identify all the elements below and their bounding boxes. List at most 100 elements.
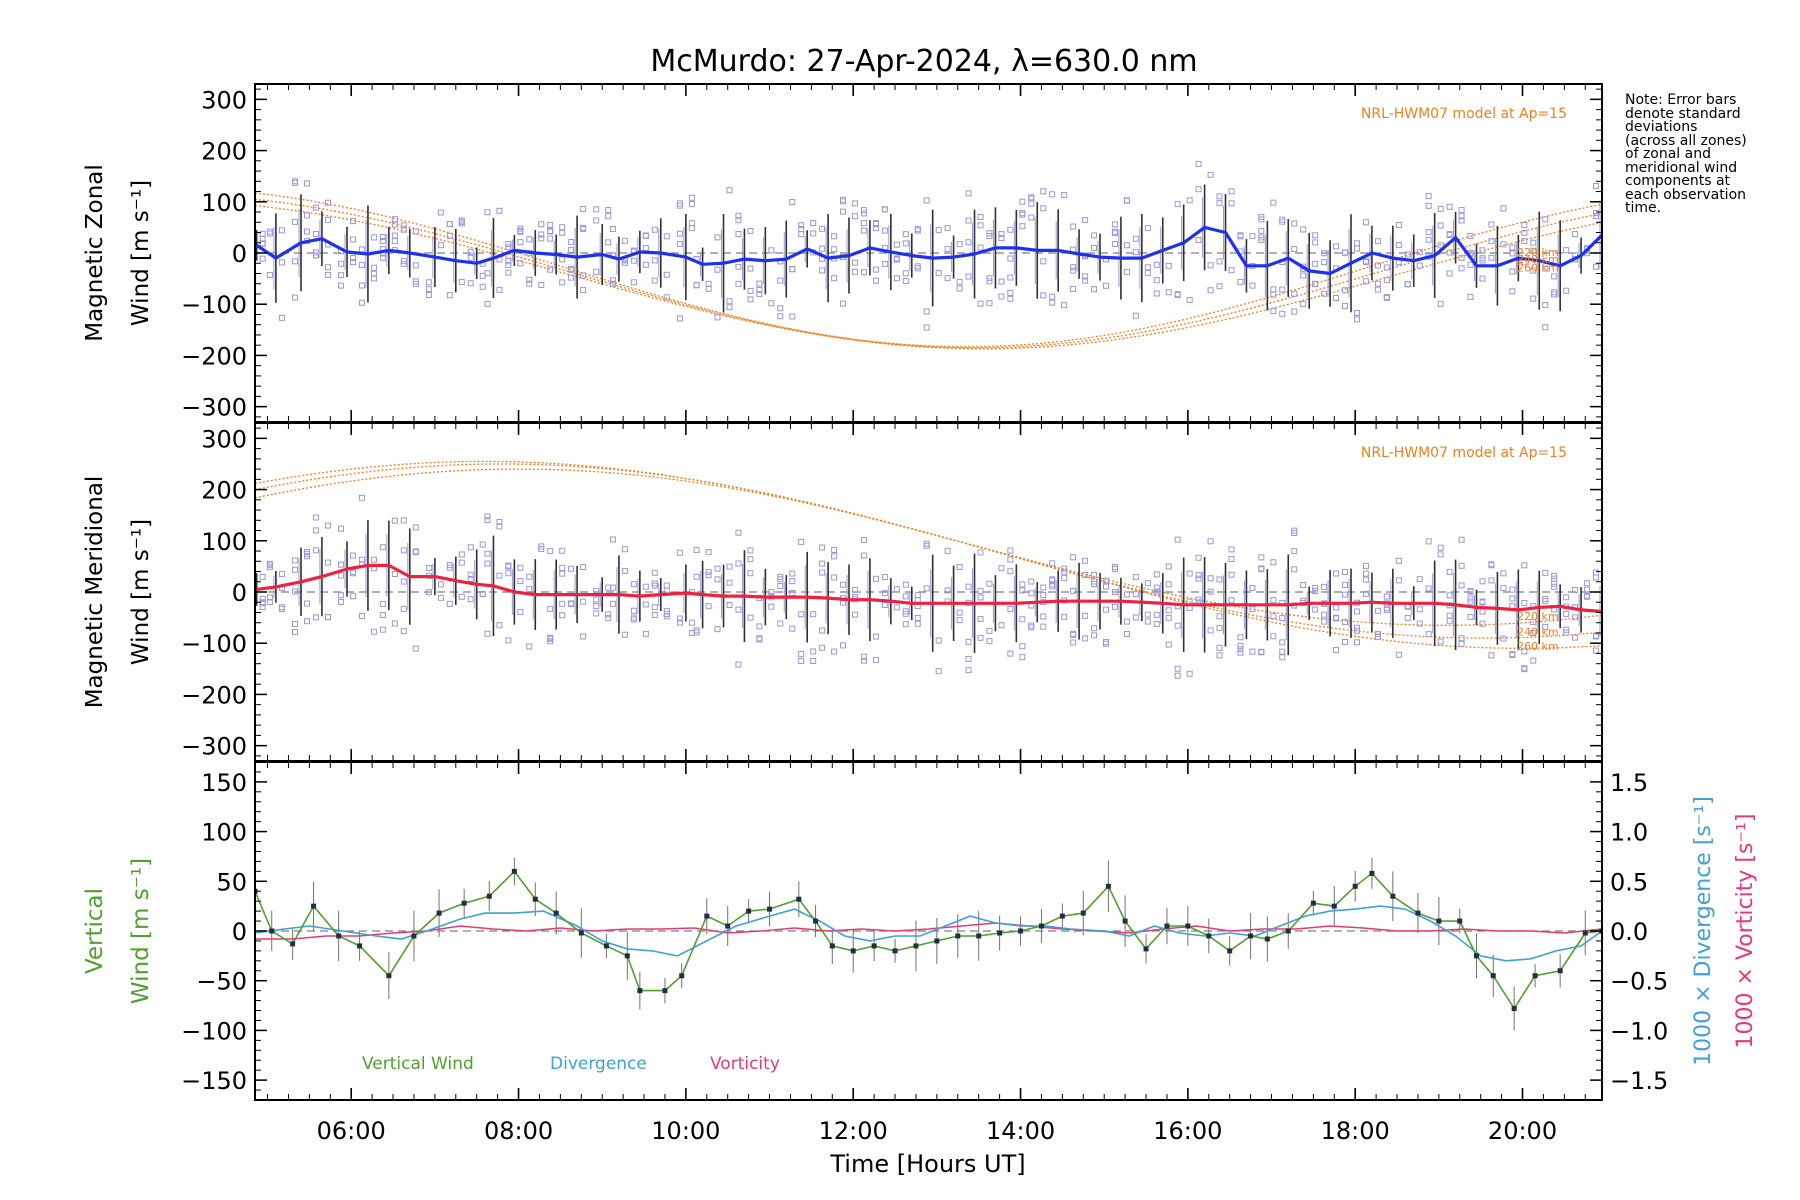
zone-point (458, 551, 465, 558)
zone-point (1165, 563, 1172, 570)
zone-point (278, 259, 285, 266)
zone-point (467, 544, 474, 551)
zone-point (312, 527, 319, 534)
zone-point (852, 586, 859, 593)
zone-point (726, 579, 733, 586)
zone-point (798, 611, 805, 618)
zone-point (1395, 651, 1402, 658)
y-tick-label: −100 (181, 630, 247, 658)
zone-point (412, 548, 419, 555)
zone-point (391, 216, 398, 223)
zone-point (505, 258, 512, 265)
zone-point (350, 593, 357, 600)
zone-point (609, 277, 616, 284)
zone-point (593, 217, 600, 224)
zone-point (1458, 640, 1465, 647)
zone-point (965, 190, 972, 197)
zone-point (1049, 191, 1056, 198)
zone-point (881, 601, 888, 608)
zone-point (1237, 278, 1244, 285)
zone-point (458, 559, 465, 566)
zone-point (1321, 290, 1328, 297)
zone-point (714, 234, 721, 241)
zone-point (1070, 554, 1077, 561)
y-tick-label: −50 (196, 968, 247, 996)
y-tick-label: −100 (181, 291, 247, 319)
y2-label-vorticity: 1000 × Vorticity [s⁻¹] (1733, 814, 1758, 1049)
zone-point (1593, 574, 1599, 581)
vertical-wind-point (934, 938, 940, 944)
zone-point (1437, 242, 1444, 249)
zone-point (1354, 627, 1361, 634)
altitude-label: 240 km (1517, 253, 1559, 266)
zone-point (756, 623, 763, 630)
zone-point (1207, 262, 1214, 269)
zone-point (621, 259, 628, 266)
zone-point (902, 581, 909, 588)
zone-point (852, 611, 859, 618)
zone-point (1530, 295, 1537, 302)
zone-point (1458, 213, 1465, 220)
zone-point (1479, 255, 1486, 262)
zone-point (467, 248, 474, 255)
zone-point (860, 552, 867, 559)
zone-point (1572, 634, 1579, 641)
vertical-wind-point (624, 953, 630, 959)
zone-point (1111, 228, 1118, 235)
zone-point (467, 280, 474, 287)
zone-point (1132, 235, 1139, 242)
zone-point (1049, 581, 1056, 588)
zone-point (412, 524, 419, 531)
zone-point (852, 200, 859, 207)
zone-point (1542, 595, 1549, 602)
zone-point (651, 604, 658, 611)
zone-point (1321, 583, 1328, 590)
zone-point (1467, 614, 1474, 621)
vertical-wind-point (1331, 903, 1337, 909)
zone-point (1425, 229, 1432, 236)
zone-point (304, 180, 311, 187)
zone-point (1374, 286, 1381, 293)
zone-point (965, 638, 972, 645)
zone-point (538, 543, 545, 550)
zone-point (379, 601, 386, 608)
zone-point (893, 604, 900, 611)
zone-point (1479, 247, 1486, 254)
zone-point (1374, 630, 1381, 637)
zone-point (977, 244, 984, 251)
zone-point (1186, 670, 1193, 677)
y-tick-label: 100 (201, 819, 247, 847)
zone-point (1028, 195, 1035, 202)
zone-point (312, 230, 319, 237)
zone-point (1551, 291, 1558, 298)
zone-point (1258, 227, 1265, 234)
zone-point (559, 612, 566, 619)
zone-point (1584, 580, 1591, 587)
zone-point (789, 625, 796, 632)
zone-point (1374, 280, 1381, 287)
zone-point (1228, 267, 1235, 274)
zone-point (860, 210, 867, 217)
zone-point (517, 239, 524, 246)
zone-point (1082, 571, 1089, 578)
zone-point (358, 612, 365, 619)
zone-point (1007, 289, 1014, 296)
zone-point (538, 282, 545, 289)
zone-point (840, 198, 847, 205)
zone-point (338, 592, 345, 599)
zone-point (881, 574, 888, 581)
zone-point (526, 573, 533, 580)
zone-point (1312, 281, 1319, 288)
plot-area-middle (255, 460, 1602, 679)
zone-point (1132, 591, 1139, 598)
vertical-wind-point (1582, 930, 1588, 936)
zone-point (914, 265, 921, 272)
plot-area-top (255, 160, 1602, 350)
zone-point (1270, 308, 1277, 315)
zone-point (798, 226, 805, 233)
zone-point (1040, 258, 1047, 265)
zone-point (1216, 200, 1223, 207)
zone-point (1374, 238, 1381, 245)
zone-point (400, 547, 407, 554)
zone-point (944, 275, 951, 282)
